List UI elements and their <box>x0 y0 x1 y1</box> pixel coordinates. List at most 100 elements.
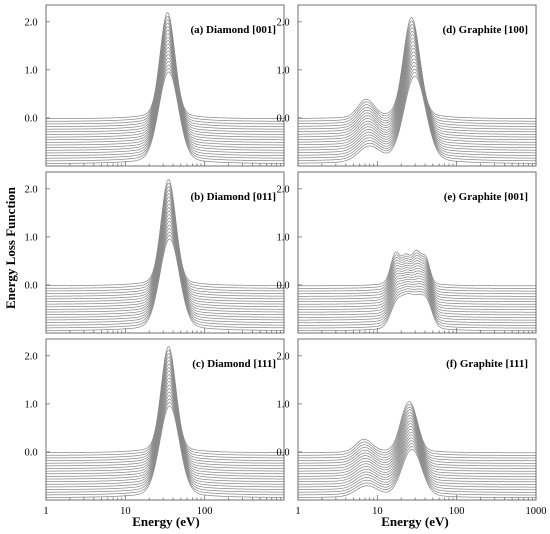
series-line <box>45 196 284 300</box>
series-line <box>298 252 536 289</box>
series-line <box>45 64 285 159</box>
series-line <box>297 44 537 141</box>
series-line <box>46 370 284 472</box>
series-line <box>45 367 285 469</box>
series-line <box>297 58 537 151</box>
series-line <box>45 53 284 151</box>
x-tick-label: 100 <box>449 506 465 517</box>
series-line <box>298 283 536 321</box>
plot-frame <box>45 4 285 167</box>
series-line <box>46 402 285 496</box>
series-line <box>298 425 536 477</box>
series-line <box>297 75 537 164</box>
plot-frame <box>297 4 537 167</box>
y-tick-label: 1.0 <box>24 399 37 410</box>
series-line <box>46 353 285 459</box>
series-line <box>297 72 536 162</box>
series-line <box>298 417 537 469</box>
panel-label: (f) Graphite [111] <box>446 358 528 370</box>
y-tick-label: 2.0 <box>276 351 289 362</box>
panel-label: (c) Diamond [111] <box>192 358 276 370</box>
series-line <box>298 260 536 297</box>
series-line <box>46 182 284 289</box>
series-line <box>298 249 536 287</box>
series-line <box>298 285 536 324</box>
series-line <box>46 15 285 122</box>
y-tick-label: 1.0 <box>276 65 289 76</box>
panel-3: 0.0 1.0 2.0 (e) Graphite [001] <box>276 171 537 334</box>
series-line <box>297 437 536 488</box>
series-line <box>298 440 536 491</box>
series-line <box>298 270 536 308</box>
x-tick-label: 1 <box>43 506 48 517</box>
series-line <box>45 395 285 490</box>
series-line <box>297 420 537 472</box>
series-line <box>297 61 536 154</box>
y-tick-label: 2.0 <box>276 184 289 195</box>
series-line <box>298 262 536 300</box>
series-line <box>298 275 536 313</box>
y-tick-label: 2.0 <box>276 17 289 28</box>
series-line <box>297 54 537 148</box>
series-line <box>46 61 284 156</box>
series-line <box>45 377 284 477</box>
plot-frame <box>297 338 537 501</box>
series-line <box>297 431 536 483</box>
y-tick-label: 0.0 <box>276 113 289 124</box>
series-line <box>46 214 285 313</box>
series-line <box>46 71 285 164</box>
series-line <box>46 43 285 143</box>
series-line <box>45 398 284 493</box>
series-line <box>298 428 536 480</box>
series-line <box>298 265 536 303</box>
series-line <box>45 179 285 287</box>
series-line <box>298 280 536 318</box>
series-line <box>45 374 285 475</box>
series-line <box>297 48 537 143</box>
series-line <box>45 405 284 498</box>
y-tick-label: 2.0 <box>24 17 37 28</box>
series-line <box>298 443 536 493</box>
series-line <box>297 449 537 499</box>
series-line <box>45 217 284 316</box>
x-tick-label: 10 <box>372 506 383 517</box>
series-line <box>46 349 284 456</box>
series-line <box>297 30 536 130</box>
series-line <box>46 220 285 318</box>
y-tick-label: 1.0 <box>276 232 289 243</box>
x-axis-title-right: Energy (eV) <box>381 514 449 529</box>
series-line <box>298 254 536 292</box>
series-line <box>298 293 536 332</box>
panel-0: 0.0 1.0 2.0 (a) Diamond [001] <box>24 4 285 167</box>
series-line <box>297 412 536 464</box>
panel-label: (d) Graphite [100] <box>442 24 528 36</box>
series-line <box>46 33 284 135</box>
series-line <box>46 391 284 488</box>
y-tick-label: 0.0 <box>276 280 289 291</box>
series-line <box>298 414 536 467</box>
series-line <box>297 423 536 475</box>
series-line <box>45 228 285 323</box>
plot-frame <box>297 171 537 334</box>
x-tick-label: 1 <box>295 506 300 517</box>
series-line <box>297 403 536 456</box>
series-line <box>45 200 285 302</box>
series-line <box>45 36 285 138</box>
series-line <box>45 384 284 483</box>
series-line <box>297 27 536 127</box>
series-line <box>46 203 284 305</box>
series-line <box>298 257 536 295</box>
series-line <box>297 401 536 454</box>
series-line <box>45 46 284 146</box>
series-line <box>45 19 284 125</box>
series-line <box>297 68 537 159</box>
panel-label: (e) Graphite [001] <box>444 191 528 203</box>
series-line <box>45 210 284 310</box>
series-line <box>46 360 285 464</box>
y-tick-label: 0.0 <box>24 447 37 458</box>
plot-frame <box>45 338 285 501</box>
series-line <box>298 406 536 459</box>
series-line <box>297 446 537 496</box>
series-line <box>46 381 285 480</box>
series-line <box>46 193 285 297</box>
